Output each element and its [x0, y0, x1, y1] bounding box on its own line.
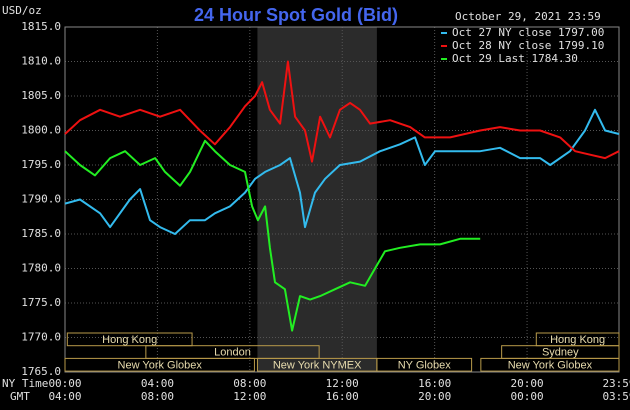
- y-tick-label: 1780.0: [21, 262, 61, 275]
- x2-axis-label: GMT: [10, 390, 30, 403]
- x-tick-label: 04:00: [141, 377, 174, 390]
- session-box: [480, 357, 620, 372]
- session-label: NY Globex: [398, 359, 451, 371]
- x-tick-label: 08:00: [233, 377, 266, 390]
- y-tick-label: 1790.0: [21, 193, 61, 206]
- x-axis-label: NY Time: [2, 377, 48, 390]
- session-label: Sydney: [542, 347, 579, 359]
- y-tick-label: 1815.0: [21, 20, 61, 33]
- chart-date: October 29, 2021 23:59: [455, 10, 601, 23]
- y-tick-label: 1785.0: [21, 227, 61, 240]
- x2-tick-label: 00:00: [510, 390, 543, 403]
- y-tick-label: 1795.0: [21, 158, 61, 171]
- series-line: [64, 108, 620, 235]
- plot-frame: [64, 26, 620, 373]
- session-box: [66, 332, 193, 347]
- series-line: [64, 139, 481, 332]
- y-tick-label: 1775.0: [21, 296, 61, 309]
- y-tick-label: 1770.0: [21, 331, 61, 344]
- session-label: New York Globex: [508, 359, 593, 371]
- session-box: [64, 357, 255, 372]
- x2-tick-label: 16:00: [326, 390, 359, 403]
- session-label: London: [214, 347, 251, 359]
- legend-label: Oct 27 NY close 1797.00: [452, 26, 604, 39]
- session-label: New York NYMEX: [273, 359, 362, 371]
- session-box: [376, 357, 473, 372]
- series-line: [64, 60, 620, 163]
- y-tick-label: 1765.0: [21, 365, 61, 378]
- x-tick-label: 23:59: [602, 377, 630, 390]
- x2-tick-label: 20:00: [418, 390, 451, 403]
- y-tick-label: 1800.0: [21, 124, 61, 137]
- chart-title: 24 Hour Spot Gold (Bid): [194, 5, 398, 25]
- y-tick-label: 1805.0: [21, 89, 61, 102]
- y-tick-label: 1810.0: [21, 55, 61, 68]
- legend-label: Oct 29 Last 1784.30: [452, 52, 578, 65]
- x2-tick-label: 03:59: [602, 390, 630, 403]
- session-label: New York Globex: [118, 359, 203, 371]
- x2-tick-label: 12:00: [233, 390, 266, 403]
- x-tick-label: 20:00: [510, 377, 543, 390]
- session-label: Hong Kong: [102, 334, 157, 346]
- x-tick-label: 12:00: [326, 377, 359, 390]
- x2-tick-label: 08:00: [141, 390, 174, 403]
- x-tick-label: 00:00: [48, 377, 81, 390]
- x2-tick-label: 04:00: [48, 390, 81, 403]
- legend-label: Oct 28 NY close 1799.10: [452, 39, 604, 52]
- x-tick-label: 16:00: [418, 377, 451, 390]
- y-axis-label: USD/oz: [2, 4, 42, 17]
- session-label: Hong Kong: [550, 334, 605, 346]
